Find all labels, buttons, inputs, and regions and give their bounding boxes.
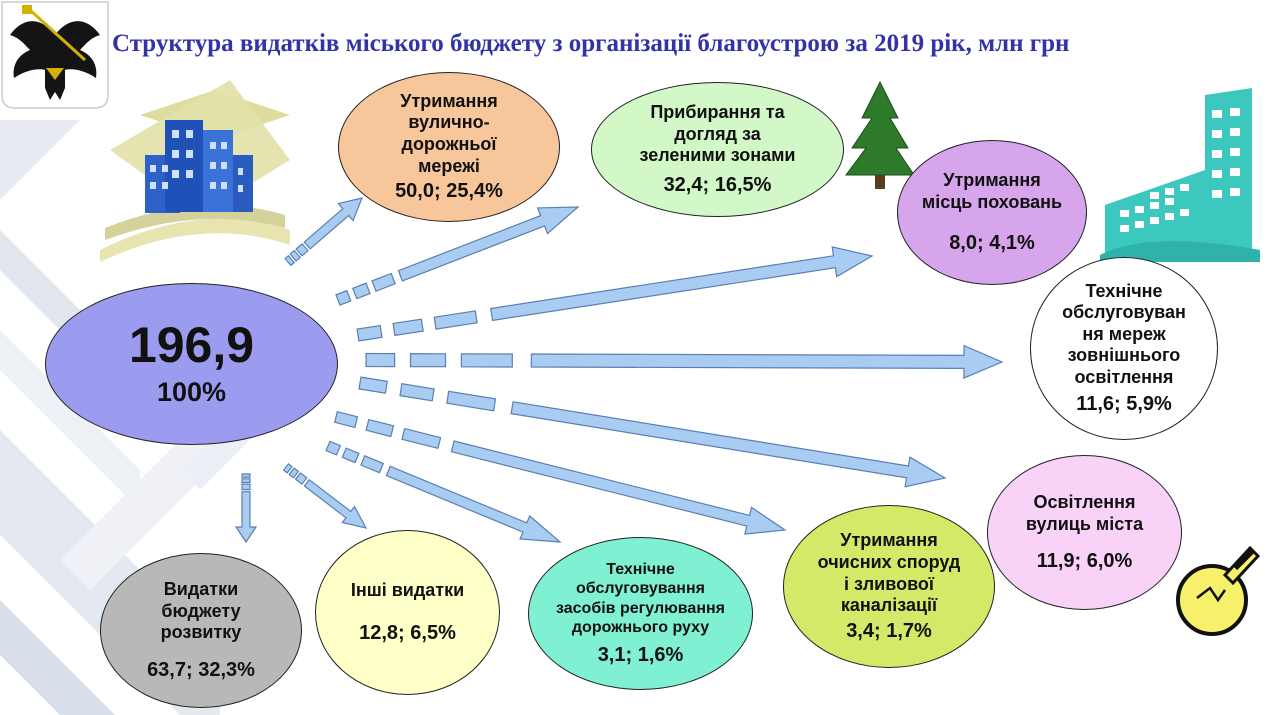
page-title: Структура видатків міського бюджету з ор… [112, 30, 1070, 57]
office-building-icon [1100, 88, 1260, 262]
arrow-traffic-control [325, 440, 562, 543]
city-buildings-icon [100, 80, 290, 262]
arrow-dash [371, 272, 396, 292]
arrow-body [303, 197, 363, 250]
arrow-dash [399, 383, 435, 402]
bubble-value: 3,4; 1,7% [846, 619, 932, 642]
bubble-green-zones: Прибирання та догляд за зеленими зонами … [591, 82, 844, 217]
arrow-dash [365, 352, 396, 368]
arrow-body [397, 206, 580, 282]
bubble-value: 11,6; 5,9% [1076, 393, 1172, 416]
bubble-outdoor-lighting-networks: Технічне обслуговуван ня мереж зовнішньо… [1030, 257, 1218, 440]
bubble-value: 63,7; 32,3% [147, 658, 255, 681]
arrows-layer [234, 197, 1004, 544]
light-bulb-icon [1176, 545, 1261, 636]
bubble-value: 12,8; 6,5% [359, 622, 456, 645]
arrow-dash [335, 289, 352, 306]
arrow-green-zones [335, 206, 580, 306]
arrow-dash [341, 447, 360, 464]
arrow-dash [295, 243, 309, 257]
arrow-street-road-network [284, 197, 363, 267]
bubble-street-road-network: Утримання вулично- дорожньої мережі 50,0… [338, 72, 560, 222]
bubble-value: 32,4; 16,5% [663, 173, 772, 196]
arrow-dash [392, 318, 424, 337]
arrow-body [303, 478, 368, 529]
arrow-dash [241, 478, 251, 484]
bubble-value: 8,0; 4,1% [949, 232, 1035, 255]
bubble-label: Інші видатки [350, 579, 465, 600]
arrow-dash [284, 254, 296, 267]
bubble-street-lighting: Освітлення вулиць міста 11,9; 6,0% [987, 455, 1182, 610]
bubble-value: 11,9; 6,0% [1036, 550, 1133, 573]
bubble-label: Освітлення вулиць міста [1025, 491, 1144, 534]
bubble-treatment-facilities: Утримання очисних споруд і зливової кана… [783, 505, 995, 668]
arrow-outdoor-lighting-networks [365, 344, 1004, 380]
coat-of-arms-icon [1, 1, 109, 109]
total-value: 196,9 [128, 316, 255, 373]
bubble-label: Утримання місць поховань [921, 169, 1063, 212]
total-percent: 100% [156, 376, 227, 407]
bubble-label: Утримання вулично- дорожньої мережі [400, 90, 498, 176]
arrow-dash [333, 410, 359, 429]
arrow-dash [433, 310, 478, 330]
arrow-development-budget [234, 473, 258, 544]
total-bubble: 196,9 100% [45, 283, 338, 445]
bubble-value: 3,1; 1,6% [597, 643, 684, 666]
arrow-dash [446, 390, 497, 412]
arrow-body [530, 344, 1004, 380]
arrow-dash [409, 352, 447, 368]
arrow-body [450, 440, 787, 535]
bubble-label: Технічне обслуговування засобів регулюва… [556, 561, 725, 636]
arrow-body [510, 401, 947, 488]
arrow-dash [365, 418, 395, 438]
arrow-dash [356, 324, 383, 342]
arrow-dash [352, 282, 371, 300]
arrow-dash [294, 472, 308, 486]
arrow-dash [241, 483, 251, 491]
bubble-other-expenses: Інші видатки 12,8; 6,5% [315, 530, 500, 695]
arrow-body [490, 246, 874, 322]
bubble-label: Прибирання та догляд за зеленими зонами [639, 102, 796, 166]
arrow-dash [289, 249, 302, 262]
arrow-dash [241, 473, 251, 478]
arrow-body [234, 491, 258, 544]
arrow-dash [282, 462, 293, 474]
bubble-label: Видатки бюджету розвитку [160, 579, 242, 643]
arrow-dash [460, 353, 513, 368]
arrow-dash [325, 440, 342, 456]
arrow-burial-places [356, 246, 874, 342]
arrow-dash [288, 467, 300, 479]
bubble-label: Утримання очисних споруд і зливової кана… [817, 530, 961, 616]
arrow-street-lighting [358, 376, 947, 488]
arrow-treatment-facilities [333, 410, 787, 535]
arrow-other-expenses [282, 462, 368, 529]
arrow-dash [358, 376, 388, 394]
bubble-value: 50,0; 25,4% [395, 180, 503, 203]
arrow-dash [401, 427, 442, 450]
fir-tree-icon [845, 80, 915, 189]
bubble-burial-places: Утримання місць поховань 8,0; 4,1% [897, 140, 1087, 285]
bubble-label: Технічне обслуговуван ня мереж зовнішньо… [1062, 280, 1186, 387]
arrow-dash [360, 455, 385, 474]
bubble-development-budget: Видатки бюджету розвитку 63,7; 32,3% [100, 553, 302, 708]
arrow-body [385, 465, 562, 543]
bubble-traffic-control: Технічне обслуговування засобів регулюва… [528, 537, 753, 690]
